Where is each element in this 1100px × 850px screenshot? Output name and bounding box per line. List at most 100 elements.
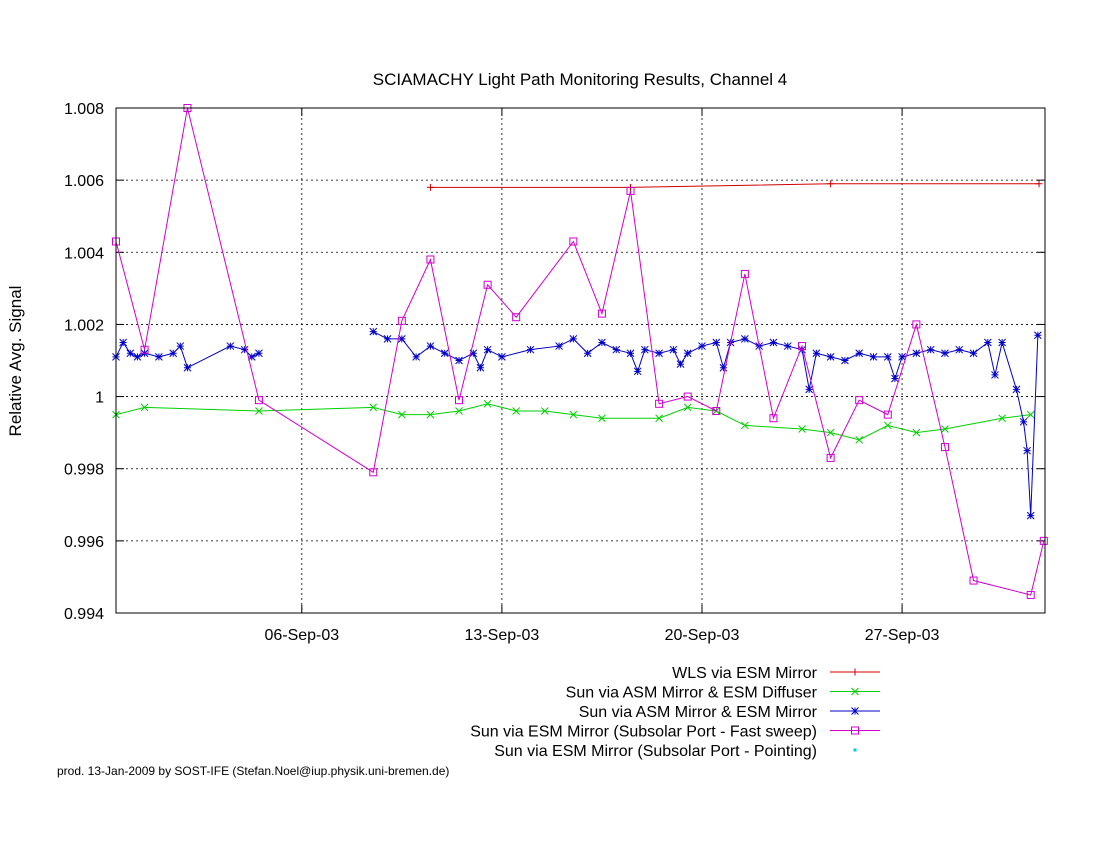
data-point (769, 414, 778, 423)
data-point (1026, 511, 1035, 520)
data-point (512, 407, 521, 415)
series-line (430, 183, 1040, 188)
data-point (226, 342, 235, 350)
data-point (569, 410, 578, 419)
x-tick-label: 27-Sep-03 (865, 627, 940, 644)
data-point (640, 345, 649, 354)
data-point (633, 367, 642, 376)
series-4 (112, 104, 1048, 599)
x-tick-label: 20-Sep-03 (665, 627, 740, 644)
data-point (798, 342, 807, 351)
data-point (483, 345, 492, 354)
legend: WLS via ESM Mirror Sun via ASM Mirror & E… (470, 665, 880, 760)
data-point (1019, 417, 1028, 426)
data-point (655, 349, 663, 358)
data-point (1023, 446, 1031, 455)
data-point (991, 371, 999, 379)
data-point (940, 443, 949, 452)
data-point (140, 403, 149, 412)
data-point (912, 349, 921, 358)
series-1 (426, 180, 1043, 191)
data-point (983, 338, 992, 347)
data-point (826, 428, 835, 437)
data-point (569, 335, 578, 343)
data-point (240, 345, 249, 354)
data-point (969, 576, 978, 585)
data-point (798, 425, 806, 433)
data-point (1039, 536, 1048, 545)
data-point (254, 396, 263, 405)
series-line (373, 331, 1039, 516)
legend-label: WLS via ESM Mirror (672, 665, 818, 682)
data-point (869, 353, 878, 361)
data-point (941, 425, 949, 433)
data-point (255, 349, 263, 358)
data-point (598, 338, 606, 347)
data-point (676, 360, 685, 368)
data-point (140, 345, 149, 354)
data-point (369, 468, 378, 477)
data-point (826, 453, 835, 462)
data-point (851, 707, 859, 715)
data-point (912, 320, 921, 329)
y-tick-label: 1.008 (64, 101, 104, 118)
data-point (712, 407, 721, 415)
data-point (740, 269, 749, 278)
data-point (698, 342, 706, 350)
legend-label: Sun via ESM Mirror (Subsolar Port - Fast… (470, 724, 817, 741)
legend-item-3: Sun via ASM Mirror & ESM Mirror (579, 704, 880, 721)
data-point (483, 280, 492, 289)
data-point (941, 349, 949, 358)
data-point (597, 309, 606, 318)
data-point (119, 338, 127, 347)
data-point (883, 421, 892, 430)
data-point (512, 313, 521, 322)
data-point (1012, 385, 1021, 394)
y-axis-ticks: 0.994 0.996 0.998 1 1.002 1.004 1.006 1.008 (64, 101, 1045, 623)
data-point (912, 428, 921, 437)
data-point (998, 338, 1006, 347)
data-point (397, 316, 406, 325)
data-point (255, 407, 263, 415)
data-point (626, 349, 635, 358)
data-point (655, 399, 664, 408)
data-point (455, 396, 464, 405)
data-point (183, 363, 192, 372)
data-point (683, 392, 692, 401)
data-point (598, 414, 606, 423)
data-point (769, 338, 778, 347)
footer-credit: prod. 13-Jan-2009 by SOST-IFE (Stefan.No… (57, 764, 449, 778)
y-tick-label: 1 (95, 390, 104, 407)
data-point (397, 410, 406, 419)
legend-item-2: Sun via ASM Mirror & ESM Diffuser (566, 685, 880, 702)
data-point (383, 335, 392, 343)
series-2 (112, 399, 1035, 444)
data-point (898, 353, 906, 361)
x-axis-ticks: 06-Sep-03 13-Sep-03 20-Sep-03 27-Sep-03 (264, 108, 940, 644)
data-point (397, 335, 406, 343)
y-tick-label: 1.006 (64, 173, 104, 190)
y-axis-label: Relative Avg. Signal (6, 286, 25, 437)
data-point (455, 356, 463, 365)
y-tick-label: 0.996 (64, 534, 104, 551)
data-point (540, 407, 549, 415)
data-point (955, 345, 964, 354)
data-point (853, 748, 857, 752)
data-point (683, 403, 692, 412)
data-point (369, 403, 378, 412)
data-point (176, 342, 185, 350)
data-point (851, 687, 859, 696)
data-point (812, 349, 821, 358)
chart-title: SCIAMACHY Light Path Monitoring Results,… (373, 70, 788, 89)
y-tick-label: 1.004 (64, 245, 104, 262)
data-point (526, 345, 535, 354)
data-point (455, 407, 463, 415)
data-point (783, 342, 792, 350)
data-point (426, 255, 435, 264)
data-point (469, 349, 478, 358)
data-point (998, 414, 1006, 423)
legend-item-4: Sun via ESM Mirror (Subsolar Port - Fast… (470, 724, 880, 741)
data-point (719, 363, 728, 372)
y-tick-label: 0.998 (64, 462, 104, 479)
